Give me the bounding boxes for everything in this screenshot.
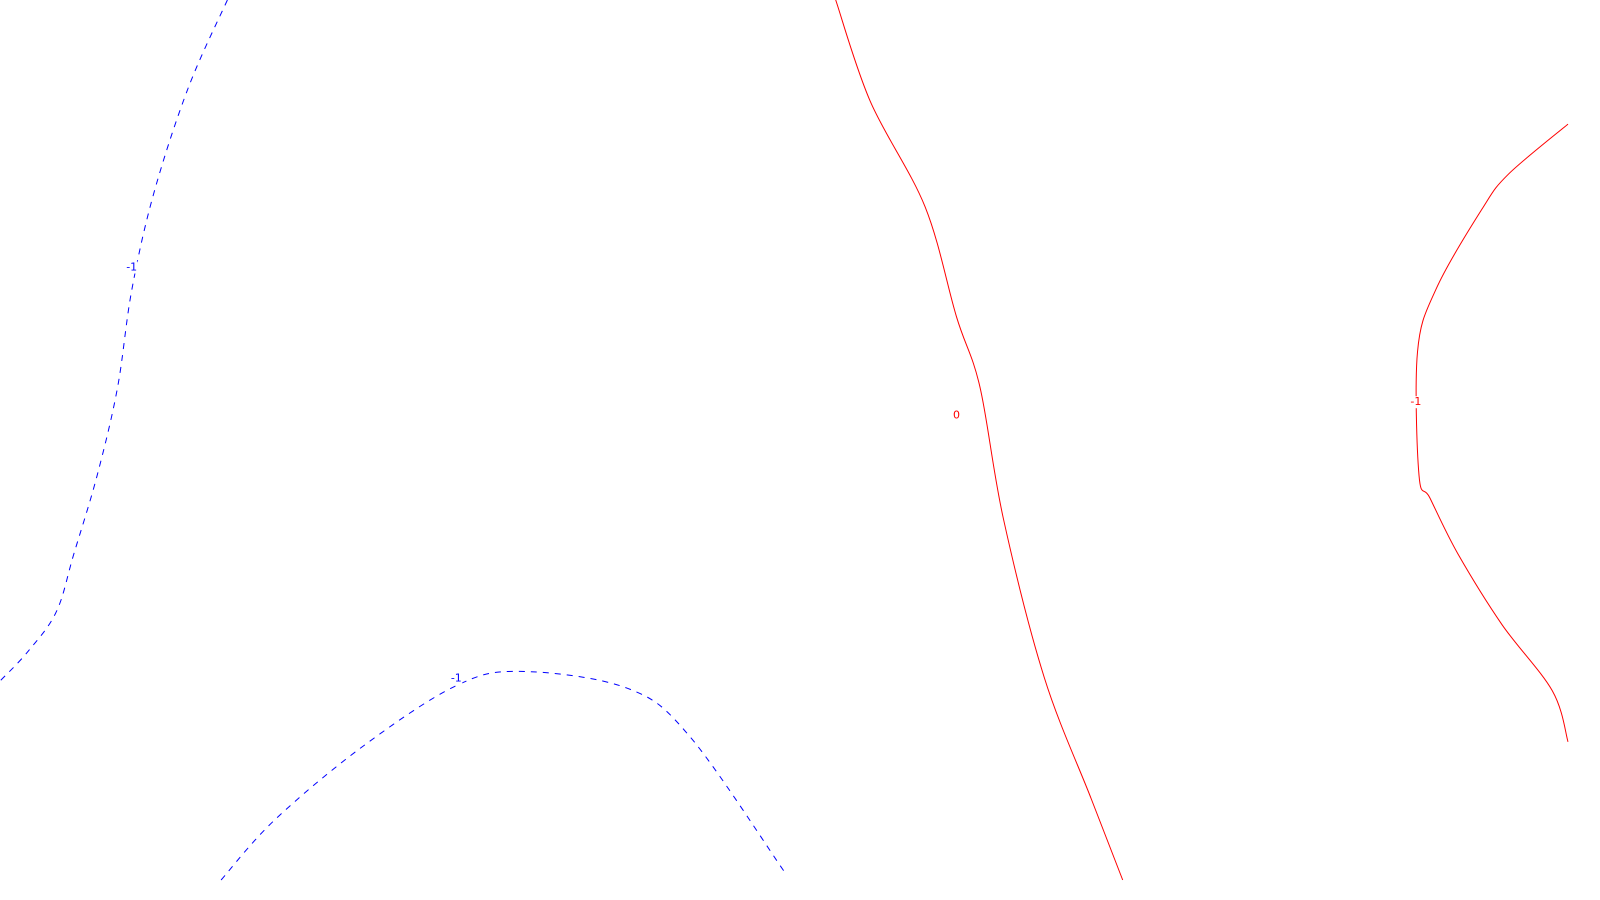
contour-neg-c-line [1415,123,1569,742]
contour-neg-c-label: -1 [1410,395,1421,408]
contour-neg-b-line [220,670,785,881]
contour-neg-b-label-bg [450,672,463,685]
contour-neg-a-label: -1 [126,261,137,274]
contour-zero-label: 0 [953,408,960,421]
contour-zero-label-bg [950,409,963,422]
contour-neg-a-line [0,0,228,682]
contour-neg-c-label-bg [1409,396,1422,409]
contour-zero-line [835,0,1124,881]
contour-lines [0,0,1569,881]
contour-labels: -1 -1 0 -1 [125,261,1422,685]
contour-neg-a-label-bg [125,261,138,274]
contour-neg-b-label: -1 [451,672,462,685]
